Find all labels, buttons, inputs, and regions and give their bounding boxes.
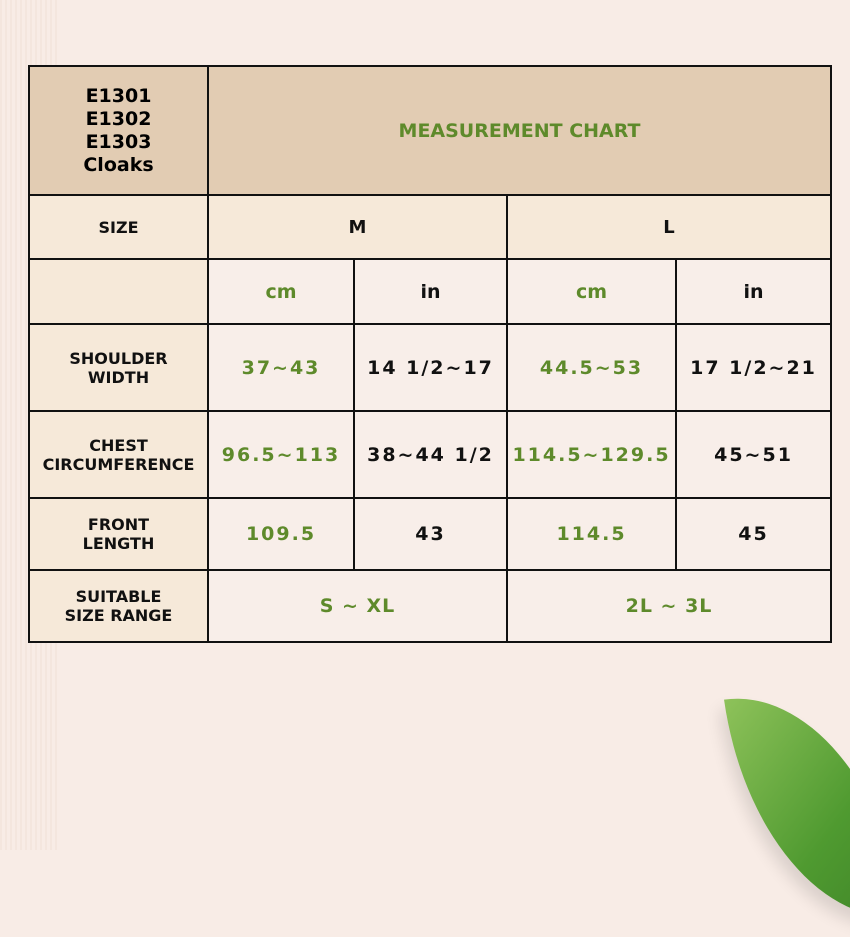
empty-label bbox=[28, 258, 209, 325]
row-label-line: LENGTH bbox=[82, 534, 155, 553]
unit-in: in bbox=[353, 258, 508, 325]
row-label-line: SHOULDER bbox=[69, 348, 168, 368]
row-label: SHOULDER WIDTH bbox=[28, 323, 209, 412]
unit-in: in bbox=[674, 258, 833, 325]
value-cell: 44.5~53 bbox=[506, 323, 677, 412]
value-cell: 96.5~113 bbox=[207, 410, 355, 499]
product-code: E1302 bbox=[85, 107, 152, 130]
size-label: SIZE bbox=[28, 194, 209, 260]
value-cell: 114.5~129.5 bbox=[506, 410, 677, 499]
chart-title: MEASUREMENT CHART bbox=[206, 65, 833, 196]
product-code: E1301 bbox=[85, 84, 152, 107]
value-cell: 45 bbox=[674, 497, 833, 571]
range-l: 2L ~ 3L bbox=[505, 569, 833, 643]
value-cell: 37~43 bbox=[207, 323, 355, 412]
value-cell: 17 1/2~21 bbox=[674, 323, 833, 412]
measurement-table: E1301 E1302 E1303 Cloaks MEASUREMENT CHA… bbox=[28, 65, 833, 643]
product-name: Cloaks bbox=[83, 153, 154, 176]
value-cell: 14 1/2~17 bbox=[353, 323, 508, 412]
row-label-line: SIZE RANGE bbox=[64, 606, 173, 625]
table-row: FRONT LENGTH 109.5 43 114.5 45 bbox=[28, 497, 833, 571]
value-cell: 109.5 bbox=[207, 497, 355, 571]
row-label-line: SUITABLE bbox=[75, 587, 162, 606]
value-cell: 114.5 bbox=[506, 497, 677, 571]
value-cell: 38~44 1/2 bbox=[353, 410, 508, 499]
table-row: CHEST CIRCUMFERENCE 96.5~113 38~44 1/2 11… bbox=[28, 410, 833, 499]
range-m: S ~ XL bbox=[207, 569, 508, 643]
unit-cm: cm bbox=[207, 258, 355, 325]
product-code: E1303 bbox=[85, 130, 152, 153]
row-label-line: CHEST bbox=[89, 435, 148, 455]
value-cell: 43 bbox=[353, 497, 508, 571]
unit-cm: cm bbox=[506, 258, 677, 325]
row-label-line: FRONT bbox=[87, 515, 150, 534]
leaf-decoration bbox=[724, 678, 850, 937]
value-cell: 45~51 bbox=[674, 410, 833, 499]
size-m: M bbox=[207, 194, 508, 260]
row-label: FRONT LENGTH bbox=[28, 497, 209, 571]
row-label-line: WIDTH bbox=[87, 367, 150, 387]
row-label: SUITABLE SIZE RANGE bbox=[28, 569, 209, 643]
row-label-line: CIRCUMFERENCE bbox=[42, 454, 195, 474]
table-row: SHOULDER WIDTH 37~43 14 1/2~17 44.5~53 17… bbox=[28, 323, 833, 412]
size-l: L bbox=[505, 194, 833, 260]
product-cell: E1301 E1302 E1303 Cloaks bbox=[28, 65, 209, 196]
table-row: SUITABLE SIZE RANGE S ~ XL 2L ~ 3L bbox=[28, 569, 833, 643]
row-label: CHEST CIRCUMFERENCE bbox=[28, 410, 209, 499]
